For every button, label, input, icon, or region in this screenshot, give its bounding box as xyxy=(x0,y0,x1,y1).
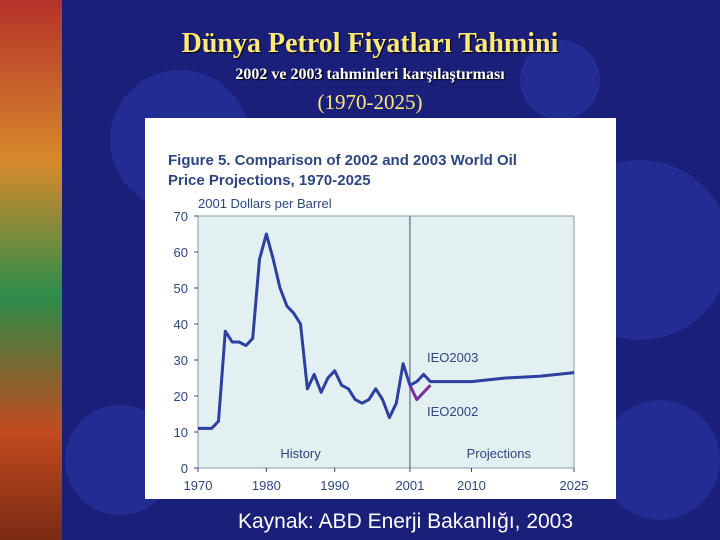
series-label-ieo2002: IEO2002 xyxy=(427,404,478,419)
history-region-label: History xyxy=(280,446,321,461)
chart-title-line-2: Price Projections, 1970-2025 xyxy=(168,172,371,189)
y-tick-label: 30 xyxy=(174,353,188,368)
slide-year-range: (1970-2025) xyxy=(317,90,423,114)
source-citation: Kaynak: ABD Enerji Bakanlığı, 2003 xyxy=(238,510,574,533)
oil-price-chart: 0 10 20 30 40 50 60 70 1970 1980 1990 2001 2010 2025 H… xyxy=(174,209,589,493)
projections-region-label: Projections xyxy=(467,446,532,461)
decorative-gear-strip xyxy=(0,0,62,540)
y-tick-label: 40 xyxy=(174,317,188,332)
x-tick-label: 1990 xyxy=(320,478,349,493)
plot-area xyxy=(197,215,575,469)
chart-title-line-1: Figure 5. Comparison of 2002 and 2003 Wo… xyxy=(168,152,517,169)
x-tick-label: 2001 xyxy=(395,478,424,493)
x-tick-label: 2025 xyxy=(560,478,589,493)
slide-subtitle: 2002 ve 2003 tahminleri karşılaştırması xyxy=(235,66,505,83)
chart-y-axis-label: 2001 Dollars per Barrel xyxy=(198,196,332,211)
series-label-ieo2003: IEO2003 xyxy=(427,350,478,365)
y-tick-label: 70 xyxy=(174,209,188,224)
chart-figure: Figure 5. Comparison of 2002 and 2003 Wo… xyxy=(145,118,616,499)
y-tick-label: 60 xyxy=(174,245,188,260)
series-ieo2002-line xyxy=(408,384,432,402)
y-tick-label: 0 xyxy=(181,461,188,476)
slide-title: Dünya Petrol Fiyatları Tahmini xyxy=(181,28,559,59)
x-tick-label: 1980 xyxy=(252,478,281,493)
y-tick-label: 50 xyxy=(174,281,188,296)
series-history-line xyxy=(198,232,412,430)
x-tick-label: 2010 xyxy=(457,478,486,493)
chart-title: Figure 5. Comparison of 2002 and 2003 Wo… xyxy=(168,151,608,191)
series-ieo2003-line xyxy=(409,371,575,387)
x-tick-label: 1970 xyxy=(184,478,213,493)
y-tick-label: 10 xyxy=(174,425,188,440)
y-tick-label: 20 xyxy=(174,389,188,404)
